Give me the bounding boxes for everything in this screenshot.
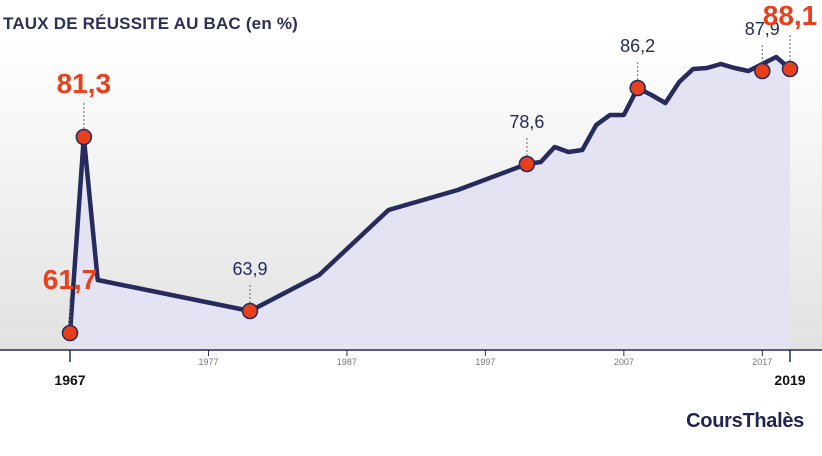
data-point-marker [781, 60, 799, 78]
data-label: 86,2 [620, 36, 655, 56]
data-point-marker [754, 62, 771, 80]
data-point-marker [518, 155, 536, 173]
data-label: 63,9 [232, 259, 267, 279]
data-point-marker [75, 128, 93, 146]
data-label: 81,3 [57, 68, 112, 99]
data-point-marker [61, 324, 79, 342]
x-tick-label: 1967 [54, 372, 85, 388]
x-tick-label: 2019 [774, 372, 805, 388]
chart-title: TAUX DE RÉUSSITE AU BAC (en %) [3, 14, 299, 33]
data-point-marker [241, 302, 259, 320]
data-label: 88,1 [763, 0, 818, 31]
data-label: 87,9 [745, 19, 780, 39]
data-point-marker [629, 79, 646, 97]
area-fill [70, 57, 790, 350]
x-tick-label: 1977 [198, 357, 218, 367]
x-tick-label: 1997 [475, 357, 495, 367]
data-label: 61,7 [43, 264, 98, 295]
x-tick-label: 1987 [337, 357, 357, 367]
x-tick-label: 2007 [614, 357, 634, 367]
data-label: 78,6 [509, 112, 544, 132]
x-tick-label: 2017 [752, 357, 772, 367]
series-line [67, 54, 793, 336]
brand-logo: CoursThalès [686, 410, 804, 432]
